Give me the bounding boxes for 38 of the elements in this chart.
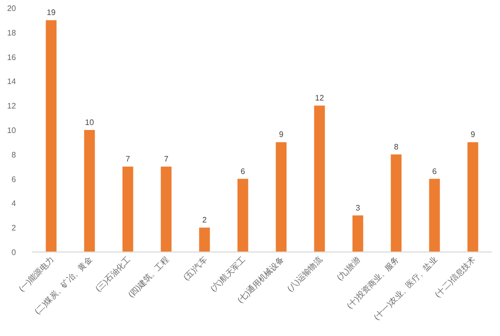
bar (352, 215, 364, 252)
data-label: 19 (46, 8, 56, 18)
y-tick-label: 6 (12, 174, 17, 184)
bar (199, 228, 210, 252)
x-tick-label: (八)运输物流 (286, 255, 324, 294)
bar (314, 106, 325, 252)
y-tick-label: 4 (12, 199, 17, 208)
data-label: 9 (278, 130, 284, 140)
bar (46, 20, 57, 252)
y-tick-label: 16 (7, 52, 17, 62)
data-label: 3 (356, 203, 361, 212)
bar (84, 130, 95, 252)
data-label: 8 (394, 142, 399, 152)
y-tick-label: 18 (7, 28, 17, 38)
bar (390, 154, 402, 252)
y-tick-label: 14 (7, 77, 17, 86)
data-label: 6 (432, 166, 438, 176)
data-label: 6 (240, 166, 246, 176)
bar (429, 178, 440, 252)
bar (160, 166, 172, 252)
data-label: 2 (202, 216, 208, 225)
data-label: 7 (126, 154, 131, 164)
y-tick-label: 10 (7, 126, 17, 135)
y-tick-label: 12 (7, 102, 17, 111)
data-label: 10 (85, 118, 94, 127)
data-label: 7 (164, 154, 169, 164)
x-tick-label: (九)旅游 (335, 255, 362, 282)
bar (122, 166, 134, 252)
data-label: 12 (315, 94, 324, 103)
bar (237, 178, 248, 252)
bar (276, 142, 287, 252)
x-tick-label: (五)汽车 (182, 255, 209, 282)
data-label: 9 (470, 130, 476, 140)
y-tick-label: 2 (12, 224, 17, 233)
y-tick-label: 8 (12, 150, 17, 160)
bar (467, 142, 478, 252)
y-tick-label: 0 (12, 248, 17, 257)
y-tick-label: 20 (7, 4, 17, 13)
